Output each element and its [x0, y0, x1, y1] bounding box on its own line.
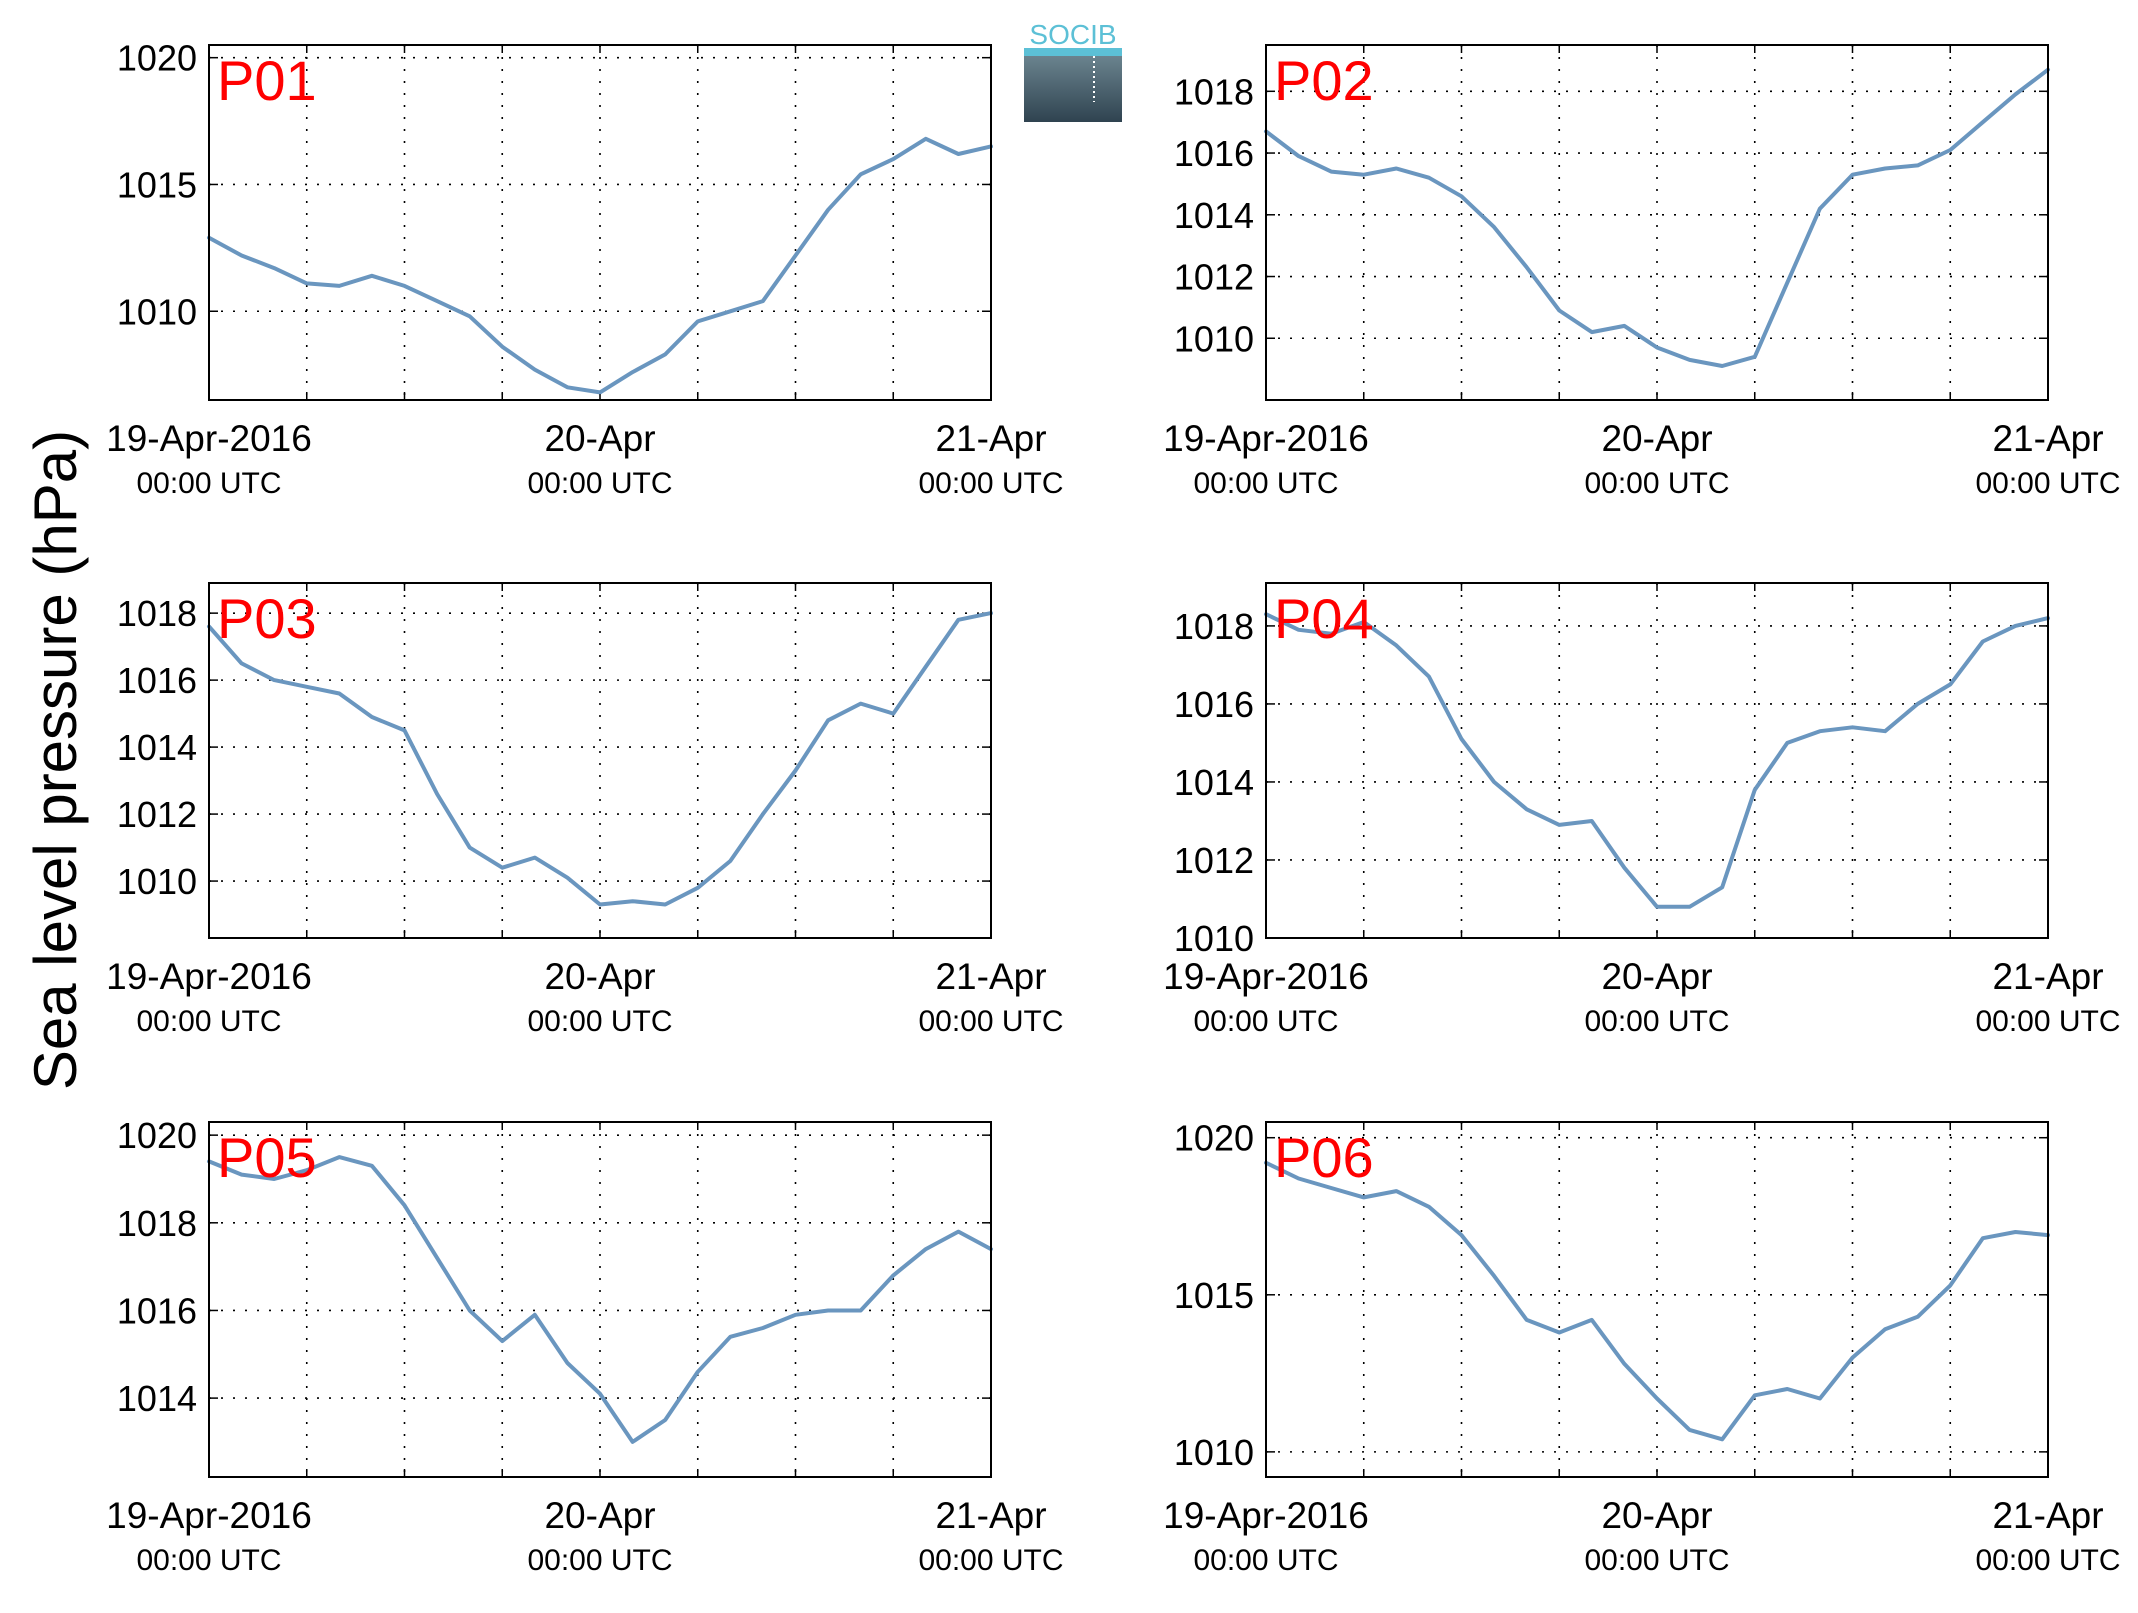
x-tick-label-date: 19-Apr-2016	[1163, 956, 1369, 997]
y-tick-label: 1016	[117, 1290, 197, 1331]
panel-p05: 1014 1016 1018 1020 P05 19-Apr-2016 00:00 UTC 2…	[106, 1115, 1063, 1577]
y-tick-label: 1018	[1174, 71, 1254, 112]
x-tick-label-date: 19-Apr-2016	[106, 418, 312, 459]
station-label: P01	[217, 49, 317, 112]
x-tick-label-date: 21-Apr	[935, 418, 1046, 459]
x-tick-label-date: 21-Apr	[1992, 1495, 2103, 1536]
x-tick-label-time: 00:00 UTC	[1975, 1544, 2120, 1577]
x-tick-label-date: 20-Apr	[544, 418, 655, 459]
axes-frame	[208, 44, 992, 401]
y-tick-label: 1012	[117, 794, 197, 835]
series-line-p01	[207, 136, 993, 395]
x-tick-label-date: 21-Apr	[935, 956, 1046, 997]
x-tick-label-time: 00:00 UTC	[527, 1005, 672, 1038]
station-label: P06	[1274, 1126, 1374, 1189]
x-tick-label-time: 00:00 UTC	[918, 1544, 1063, 1577]
socib-logo-text: SOCIB	[1029, 19, 1116, 50]
series-line-p03	[207, 611, 993, 907]
series-line-p02	[1264, 67, 2050, 368]
x-tick-label-time: 00:00 UTC	[527, 1544, 672, 1577]
y-tick-label: 1015	[117, 164, 197, 205]
y-tick-label: 1016	[117, 660, 197, 701]
y-tick-label: 1016	[1174, 684, 1254, 725]
y-tick-label: 1010	[117, 291, 197, 332]
station-label: P03	[217, 587, 317, 650]
x-tick-label-time: 00:00 UTC	[1975, 467, 2120, 500]
x-tick-label-time: 00:00 UTC	[1975, 1005, 2120, 1038]
x-tick-label-date: 21-Apr	[1992, 956, 2103, 997]
x-tick-label-date: 19-Apr-2016	[1163, 1495, 1369, 1536]
axes-frame	[1265, 44, 2049, 401]
x-tick-label-time: 00:00 UTC	[1584, 1005, 1729, 1038]
x-tick-label-time: 00:00 UTC	[918, 1005, 1063, 1038]
x-tick-label-date: 19-Apr-2016	[106, 1495, 312, 1536]
x-tick-label-date: 20-Apr	[1601, 418, 1712, 459]
y-tick-label: 1010	[117, 861, 197, 902]
y-tick-label: 1012	[1174, 840, 1254, 881]
x-tick-label-date: 21-Apr	[935, 1495, 1046, 1536]
x-tick-label-time: 00:00 UTC	[136, 1544, 281, 1577]
x-tick-label-date: 20-Apr	[1601, 956, 1712, 997]
socib-logo: SOCIB	[1024, 19, 1122, 122]
y-tick-label: 1015	[1174, 1275, 1254, 1316]
x-tick-label-date: 21-Apr	[1992, 418, 2103, 459]
x-tick-label-date: 20-Apr	[544, 956, 655, 997]
panel-p01: 1010 1015 1020 P01 19-Apr-2016 00:00 UTC 20-Ap…	[106, 38, 1063, 500]
x-tick-label-time: 00:00 UTC	[1584, 467, 1729, 500]
panel-p06: 1010 1015 1020 P06 19-Apr-2016 00:00 UTC 20-Ap…	[1163, 1118, 2120, 1577]
y-tick-label: 1020	[117, 38, 197, 79]
axes-frame	[1265, 582, 2049, 939]
x-tick-label-time: 00:00 UTC	[136, 1005, 281, 1038]
x-tick-label-date: 20-Apr	[544, 1495, 655, 1536]
y-tick-label: 1018	[117, 593, 197, 634]
axes-frame	[208, 582, 992, 939]
x-tick-label-date: 19-Apr-2016	[1163, 418, 1369, 459]
station-label: P05	[217, 1126, 317, 1189]
y-tick-label: 1014	[1174, 762, 1254, 803]
x-tick-label-time: 00:00 UTC	[1584, 1544, 1729, 1577]
y-tick-label: 1016	[1174, 133, 1254, 174]
y-tick-label: 1010	[1174, 918, 1254, 959]
y-tick-label: 1010	[1174, 318, 1254, 359]
x-tick-label-time: 00:00 UTC	[1193, 1005, 1338, 1038]
x-tick-label-time: 00:00 UTC	[1193, 1544, 1338, 1577]
x-tick-label-time: 00:00 UTC	[136, 467, 281, 500]
series-line-p05	[207, 1155, 993, 1444]
axes-frame	[1265, 1121, 2049, 1478]
panel-p02: 1010 1012 1014 1016 1018 P02 19-Apr-2016 00:00 …	[1163, 44, 2121, 500]
x-tick-label-time: 00:00 UTC	[918, 467, 1063, 500]
y-axis-label: Sea level pressure (hPa)	[22, 429, 89, 1091]
y-tick-label: 1018	[1174, 606, 1254, 647]
y-tick-label: 1014	[1174, 195, 1254, 236]
y-tick-label: 1020	[117, 1115, 197, 1156]
station-label: P02	[1274, 49, 1374, 112]
y-tick-label: 1014	[117, 727, 197, 768]
x-tick-label-time: 00:00 UTC	[527, 467, 672, 500]
axes-frame	[208, 1121, 992, 1478]
series-line-p06	[1264, 1160, 2050, 1442]
series-line-p04	[1264, 612, 2050, 909]
station-label: P04	[1274, 587, 1374, 650]
y-tick-label: 1014	[117, 1378, 197, 1419]
x-tick-label-time: 00:00 UTC	[1193, 467, 1338, 500]
x-tick-label-date: 19-Apr-2016	[106, 956, 312, 997]
panel-p04: 1010 1012 1014 1016 1018 P04 19-Apr-2016 00:00 …	[1163, 582, 2121, 1038]
y-tick-label: 1020	[1174, 1118, 1254, 1159]
y-tick-label: 1010	[1174, 1432, 1254, 1473]
y-tick-label: 1012	[1174, 257, 1254, 298]
panel-p03: 1010 1012 1014 1016 1018 P03 19-Apr-2016 00:00 …	[106, 582, 1064, 1038]
y-tick-label: 1018	[117, 1203, 197, 1244]
x-tick-label-date: 20-Apr	[1601, 1495, 1712, 1536]
